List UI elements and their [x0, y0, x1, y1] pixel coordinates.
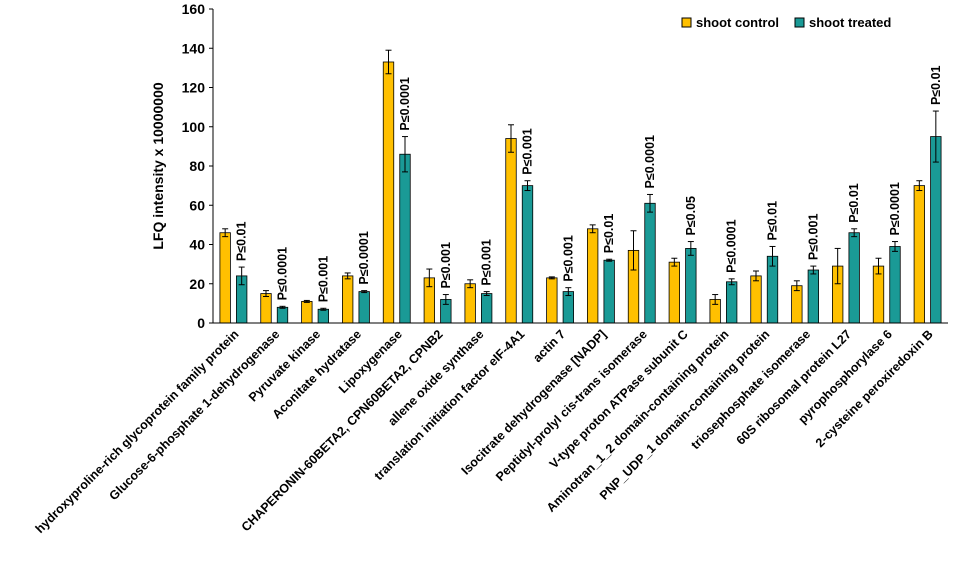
- p-value-annotation: P≤0.001: [480, 239, 494, 286]
- x-category-label: Isocitrate dehydrogenase [NADP]: [459, 327, 609, 477]
- x-category-label: Pyruvate kinase: [246, 327, 323, 404]
- y-tick-label: 60: [189, 197, 205, 213]
- y-tick-label: 40: [189, 237, 205, 253]
- y-tick-label: 80: [189, 158, 205, 174]
- bar-shoot-treated: [848, 232, 860, 324]
- legend-swatch-shoot-treated: [794, 17, 805, 28]
- y-tick-label: 100: [182, 119, 206, 135]
- p-value-annotation: P≤0.05: [684, 196, 698, 236]
- bar-shoot-treated: [481, 293, 493, 324]
- legend: shoot control shoot treated: [681, 15, 891, 30]
- bar-shoot-treated: [603, 259, 615, 324]
- x-category-label: actin 7: [530, 327, 568, 365]
- x-axis: hydroxyproline-rich glycoprotein family …: [33, 322, 948, 536]
- legend-label-shoot-control: shoot control: [696, 15, 779, 30]
- p-value-annotation: P≤0.01: [235, 221, 249, 261]
- bar-shoot-control: [219, 232, 231, 324]
- bar-series-group: P≤0.01 P≤0.0001 P≤0.001 P≤0.0001 P≤0.0001 P≤0…: [219, 49, 943, 324]
- bar-shoot-treated: [726, 281, 738, 324]
- p-value-annotation: P≤0.01: [602, 214, 616, 254]
- bar-shoot-treated: [358, 291, 370, 324]
- bar-shoot-control: [505, 138, 517, 324]
- p-value-annotation: P≤0.0001: [398, 77, 412, 130]
- y-tick-label: 120: [182, 80, 206, 96]
- bar-shoot-control: [464, 283, 476, 324]
- bar-shoot-control: [342, 275, 354, 324]
- x-category-label: Glucose-6-phosphate 1-dehydrogenase: [106, 327, 282, 503]
- x-category-label: translation initiation factor eIF-4A1: [372, 327, 528, 483]
- bar-shoot-control: [587, 228, 599, 324]
- bar-shoot-control: [791, 285, 803, 324]
- p-value-annotation: P≤0.001: [561, 235, 575, 282]
- bar-shoot-treated: [685, 248, 697, 324]
- bar-shoot-treated: [317, 308, 329, 324]
- bar-shoot-control: [301, 301, 313, 324]
- bar-shoot-control: [260, 293, 272, 324]
- bar-shoot-treated: [521, 185, 534, 324]
- p-value-annotation: P≤0.01: [929, 65, 943, 105]
- bar-shoot-control: [872, 265, 885, 324]
- x-category-label: Peptidyl-prolyl cis-trans isomerase: [493, 327, 650, 484]
- bar-shoot-treated: [562, 291, 574, 324]
- bar-shoot-control: [913, 185, 925, 324]
- p-value-annotation: P≤0.0001: [888, 182, 902, 235]
- y-tick-label: 20: [189, 276, 205, 292]
- legend-label-shoot-treated: shoot treated: [809, 15, 891, 30]
- p-value-annotation: P≤0.001: [439, 242, 453, 289]
- p-value-annotation: P≤0.01: [847, 183, 861, 223]
- p-value-annotation: P≤0.0001: [643, 135, 657, 188]
- y-tick-label: 0: [197, 315, 205, 331]
- y-axis-title: LFQ intensity x 10000000: [150, 82, 166, 250]
- bar-shoot-treated: [930, 136, 942, 324]
- bar-shoot-treated: [889, 246, 901, 324]
- p-value-annotation: P≤0.001: [806, 214, 820, 261]
- bar-shoot-control: [668, 261, 680, 324]
- bar-shoot-treated: [399, 153, 411, 324]
- p-value-annotation: P≤0.001: [316, 256, 330, 303]
- x-category-label: hydroxyproline-rich glycoprotein family …: [33, 327, 242, 536]
- bar-shoot-control: [382, 61, 395, 324]
- legend-swatch-shoot-control: [681, 17, 692, 28]
- y-tick-label: 160: [182, 1, 206, 17]
- bar-shoot-control: [750, 275, 762, 324]
- y-axis: 0 20 40 60 80 100 120 140 160: [182, 1, 214, 331]
- p-value-annotation: P≤0.0001: [357, 231, 371, 284]
- p-value-annotation: P≤0.001: [521, 128, 535, 175]
- p-value-annotation: P≤0.0001: [276, 247, 290, 300]
- p-value-annotation: P≤0.0001: [725, 219, 739, 272]
- bar-shoot-treated: [807, 269, 819, 324]
- p-value-annotation: P≤0.01: [766, 201, 780, 241]
- bar-shoot-control: [546, 277, 558, 324]
- y-tick-label: 140: [182, 40, 206, 56]
- bar-shoot-treated: [644, 202, 656, 324]
- bar-shoot-treated: [276, 306, 289, 324]
